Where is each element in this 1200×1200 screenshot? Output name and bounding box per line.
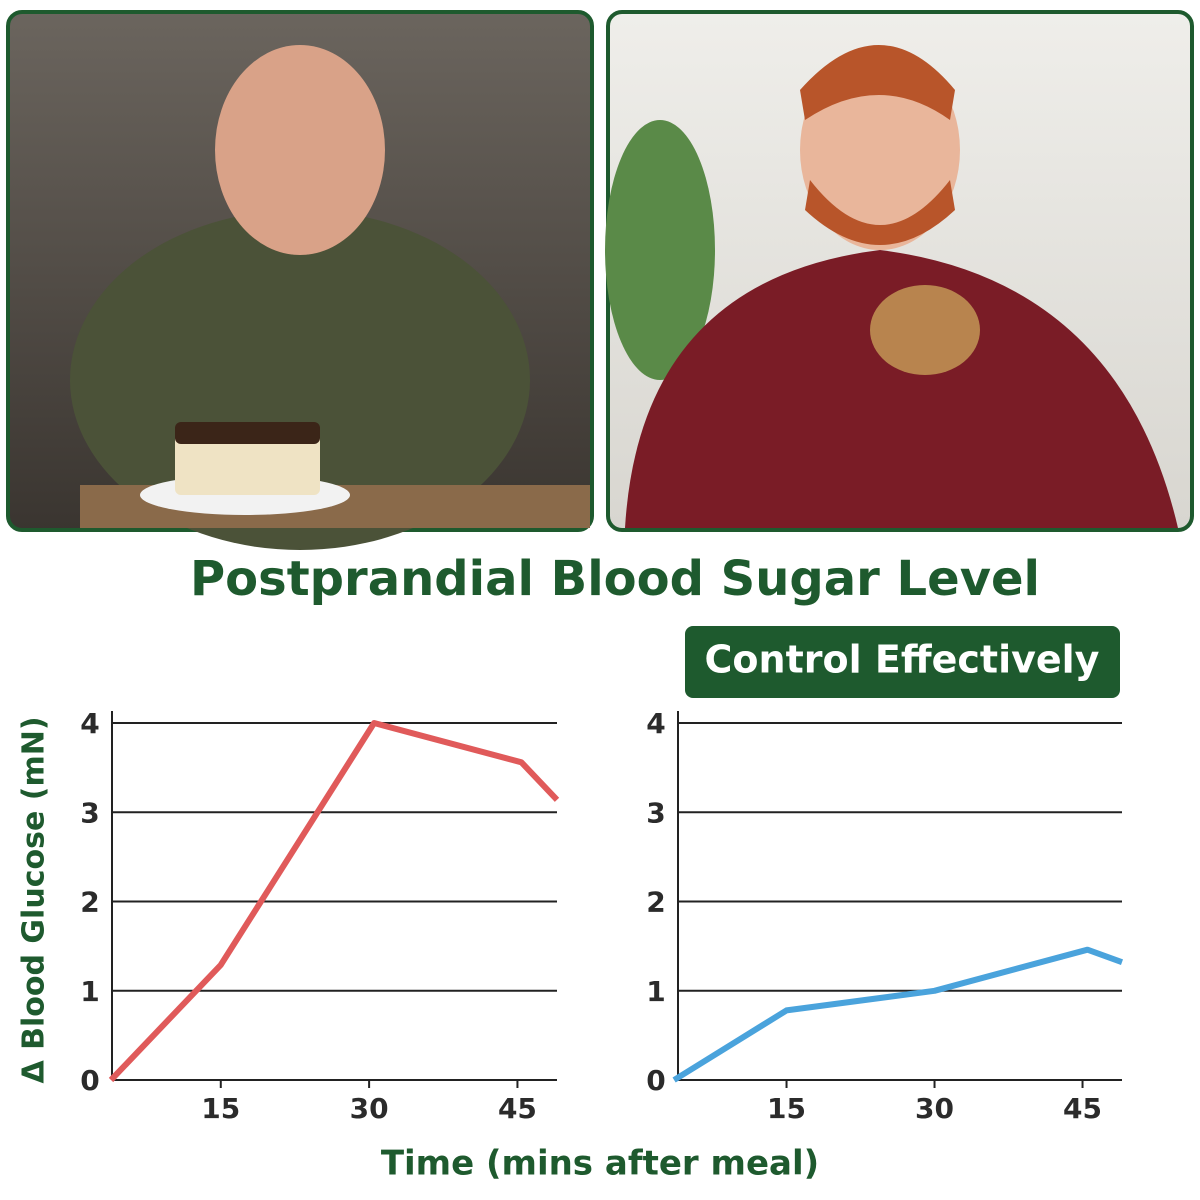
y-tick-label: 3: [80, 796, 99, 829]
x-tick-label: 30: [915, 1092, 954, 1125]
y-tick-label: 2: [80, 886, 99, 919]
data-line: [672, 946, 1124, 1083]
y-tick-label: 0: [80, 1064, 99, 1097]
y-tick-label: 4: [646, 707, 665, 740]
y-tick-label: 0: [646, 1064, 665, 1097]
y-tick-label: 3: [646, 796, 665, 829]
x-tick-label: 30: [350, 1092, 389, 1125]
x-tick-label: 45: [1063, 1092, 1102, 1125]
x-axis-label: Time (mins after meal): [381, 1144, 819, 1184]
y-tick-label: 1: [80, 975, 99, 1008]
badge: Control Effectively: [705, 638, 1100, 682]
y-tick-label: 2: [646, 886, 665, 919]
data-line: [108, 720, 560, 1083]
title: Postprandial Blood Sugar Level: [190, 551, 1040, 607]
photo-left: [6, 10, 594, 550]
x-tick-label: 45: [498, 1092, 537, 1125]
y-tick-label: 4: [80, 707, 99, 740]
y-tick-label: 1: [646, 975, 665, 1008]
photo-right: [605, 10, 1194, 532]
x-tick-label: 15: [201, 1092, 240, 1125]
badge-box: [685, 626, 1120, 698]
y-axis-label: Δ Blood Glucose (mN): [17, 716, 52, 1083]
x-tick-label: 15: [767, 1092, 806, 1125]
